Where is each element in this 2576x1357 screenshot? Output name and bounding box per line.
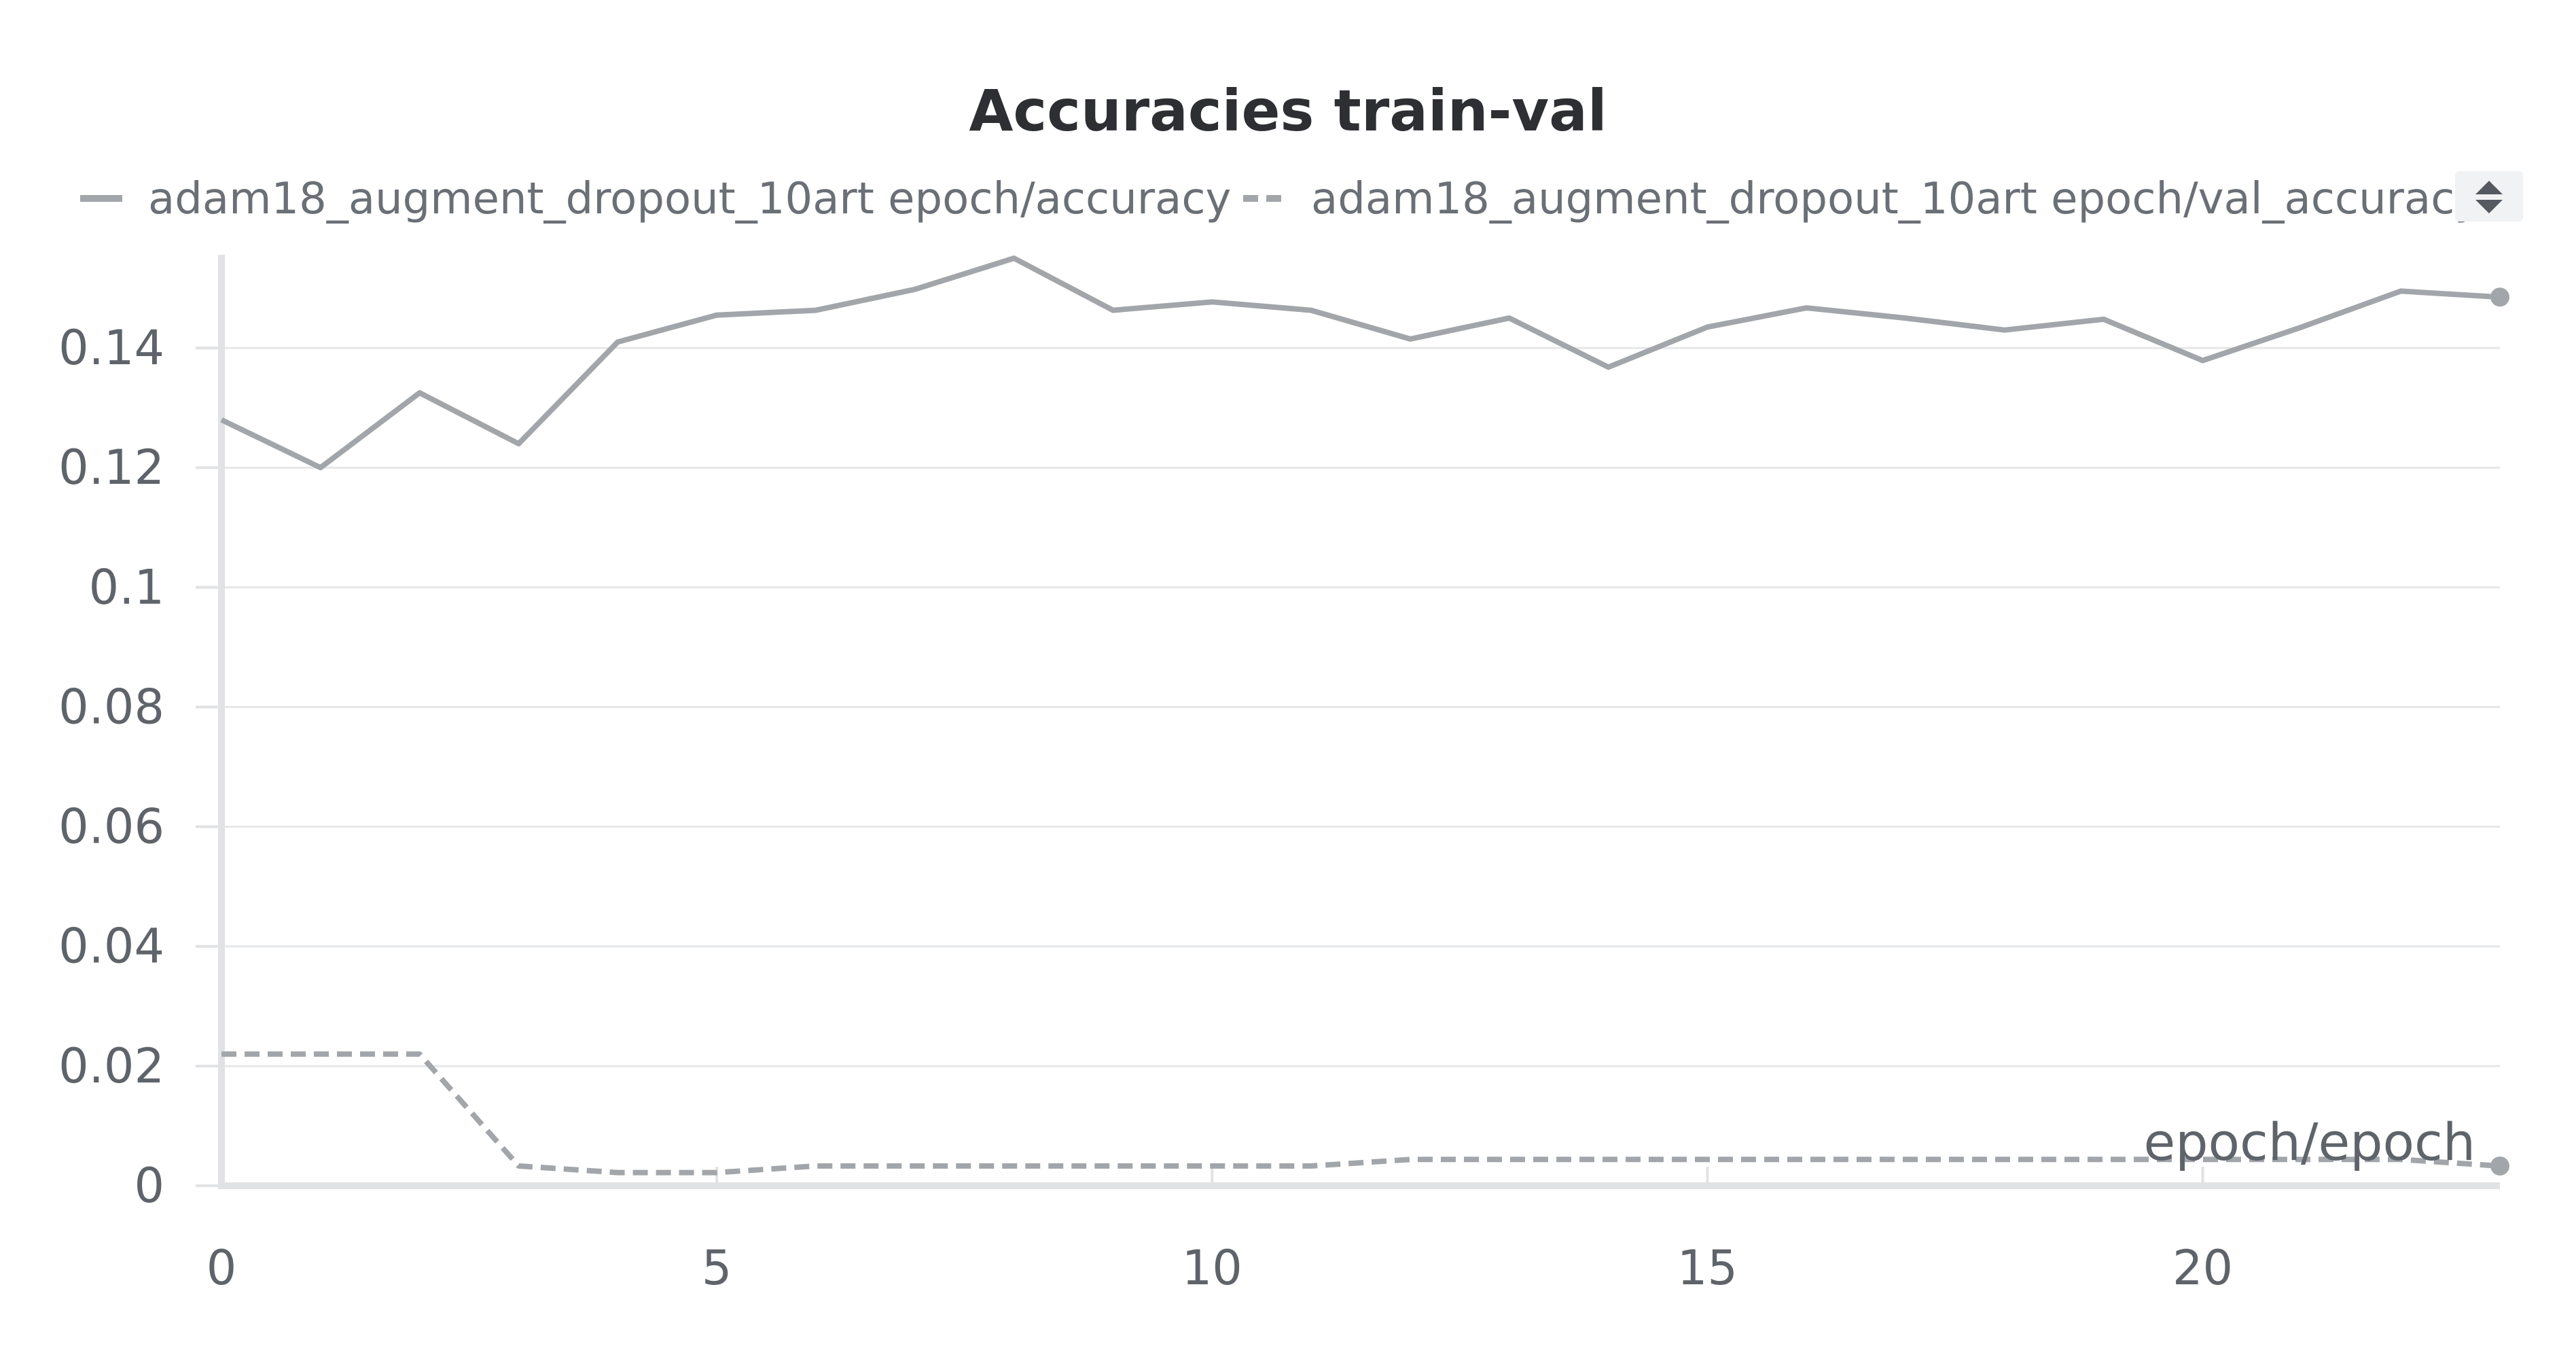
- x-tick-label: 0: [207, 1240, 237, 1296]
- data-point[interactable]: [906, 1157, 925, 1176]
- data-point[interactable]: [410, 383, 429, 402]
- legend-scroll-background: [2455, 171, 2523, 222]
- y-tick-label: 0.04: [58, 919, 164, 974]
- data-point[interactable]: [1103, 301, 1122, 320]
- legend-item-val-accuracy[interactable]: adam18_augment_dropout_10art epoch/val_a…: [1243, 174, 2480, 224]
- y-tick-label: 0.1: [89, 559, 164, 615]
- data-point[interactable]: [1302, 301, 1321, 320]
- data-point[interactable]: [906, 280, 925, 299]
- x-tick-label: 5: [702, 1240, 732, 1296]
- data-point[interactable]: [2490, 1156, 2509, 1176]
- data-point[interactable]: [806, 1157, 825, 1176]
- data-point[interactable]: [311, 458, 330, 477]
- y-tick-label: 0.02: [58, 1038, 164, 1094]
- data-point[interactable]: [1202, 292, 1221, 311]
- chevron-up-icon: [2475, 181, 2503, 194]
- data-point[interactable]: [1995, 1150, 2014, 1169]
- grid-lines: [221, 347, 2500, 1068]
- data-point[interactable]: [1797, 1150, 1816, 1169]
- data-point[interactable]: [707, 1163, 726, 1182]
- legend-label-accuracy: adam18_augment_dropout_10art epoch/accur…: [148, 174, 1231, 224]
- data-point[interactable]: [2094, 310, 2113, 329]
- data-point[interactable]: [509, 434, 528, 453]
- y-tick-label: 0: [134, 1158, 164, 1214]
- x-tick-label: 10: [1182, 1240, 1242, 1296]
- data-point[interactable]: [1202, 1157, 1221, 1176]
- y-tick-label: 0.14: [58, 320, 164, 376]
- axes: [218, 255, 2500, 1189]
- x-axis-title: epoch/epoch: [2143, 1112, 2475, 1172]
- data-point[interactable]: [509, 1157, 528, 1176]
- legend: adam18_augment_dropout_10art epoch/accur…: [80, 171, 2523, 224]
- data-point[interactable]: [1500, 1150, 1519, 1169]
- data-point[interactable]: [1797, 298, 1816, 317]
- series-lines: [212, 249, 2509, 1182]
- data-point[interactable]: [1896, 1150, 1915, 1169]
- y-tick-label: 0.06: [58, 799, 164, 855]
- data-point[interactable]: [311, 1044, 330, 1063]
- data-point[interactable]: [608, 332, 627, 351]
- data-point[interactable]: [1599, 357, 1618, 376]
- data-point[interactable]: [1005, 1157, 1024, 1176]
- data-point[interactable]: [2292, 317, 2311, 336]
- data-point[interactable]: [1103, 1157, 1122, 1176]
- data-point[interactable]: [2194, 351, 2213, 370]
- data-point[interactable]: [2490, 287, 2509, 307]
- data-point[interactable]: [1500, 309, 1519, 328]
- y-tick-label: 0.12: [58, 440, 164, 495]
- series-line-accuracy[interactable]: [220, 255, 2501, 471]
- series-line-val-accuracy[interactable]: [221, 1051, 2501, 1176]
- legend-scroll-button[interactable]: [2455, 171, 2523, 222]
- data-point[interactable]: [806, 301, 825, 320]
- data-point[interactable]: [212, 410, 231, 429]
- data-point[interactable]: [410, 1044, 429, 1063]
- legend-label-val-accuracy: adam18_augment_dropout_10art epoch/val_a…: [1311, 174, 2480, 224]
- legend-item-accuracy[interactable]: adam18_augment_dropout_10art epoch/accur…: [80, 174, 1231, 224]
- data-point[interactable]: [1005, 249, 1024, 268]
- chart-title: Accuracies train-val: [969, 77, 1607, 144]
- data-point[interactable]: [2094, 1150, 2113, 1169]
- data-point[interactable]: [2391, 281, 2410, 300]
- data-point[interactable]: [1995, 321, 2014, 340]
- data-point[interactable]: [1302, 1157, 1321, 1176]
- tick-labels: 0 0.02 0.04 0.06 0.08 0.1 0.12 0.14 0 5 10 15 20: [58, 320, 2233, 1296]
- data-point[interactable]: [1698, 317, 1717, 336]
- data-point[interactable]: [212, 1044, 231, 1063]
- data-point[interactable]: [1896, 309, 1915, 328]
- data-point[interactable]: [1401, 330, 1420, 349]
- data-point[interactable]: [1599, 1150, 1618, 1169]
- chevron-down-icon: [2475, 200, 2503, 213]
- y-tick-label: 0.08: [58, 679, 164, 735]
- x-tick-label: 15: [1677, 1240, 1738, 1296]
- x-tick-label: 20: [2172, 1240, 2233, 1296]
- data-point[interactable]: [608, 1163, 627, 1182]
- data-point[interactable]: [1401, 1150, 1420, 1169]
- data-point[interactable]: [707, 306, 726, 325]
- data-point[interactable]: [1698, 1150, 1717, 1169]
